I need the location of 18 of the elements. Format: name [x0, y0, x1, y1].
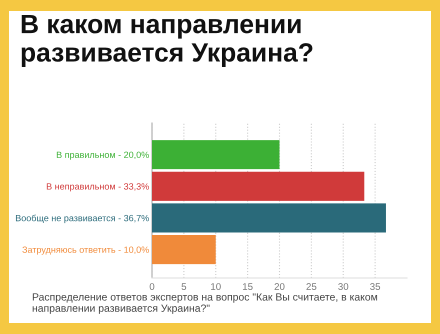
bar: [152, 234, 216, 264]
bar: [152, 140, 280, 170]
x-tick-label: 15: [242, 283, 253, 290]
y-tick-label: В правильном - 20,0%: [56, 152, 149, 160]
y-tick-label: Вообще не развивается - 36,7%: [16, 214, 149, 224]
x-tick-label: 35: [370, 283, 380, 290]
chart-title: В каком направлении развивается Украина?: [22, 14, 312, 68]
x-tick-label: 25: [306, 283, 316, 290]
x-tick-label: 0: [150, 283, 154, 290]
x-tick-label: 20: [274, 283, 285, 290]
x-tick-label: 10: [211, 283, 221, 290]
y-tick-label: Затрудняюсь ответить - 10,0%: [22, 246, 149, 255]
text: Распределение ответов экспертов на вопрос "Как Вы считаете, в каком направлении развивается Украина?": [32, 293, 378, 314]
bar: [152, 203, 386, 232]
y-tick-label: В неправильном - 33,3%: [46, 183, 149, 192]
bar: [152, 172, 364, 201]
x-tick-label: 30: [338, 283, 348, 290]
x-tick-label: 5: [182, 283, 186, 290]
